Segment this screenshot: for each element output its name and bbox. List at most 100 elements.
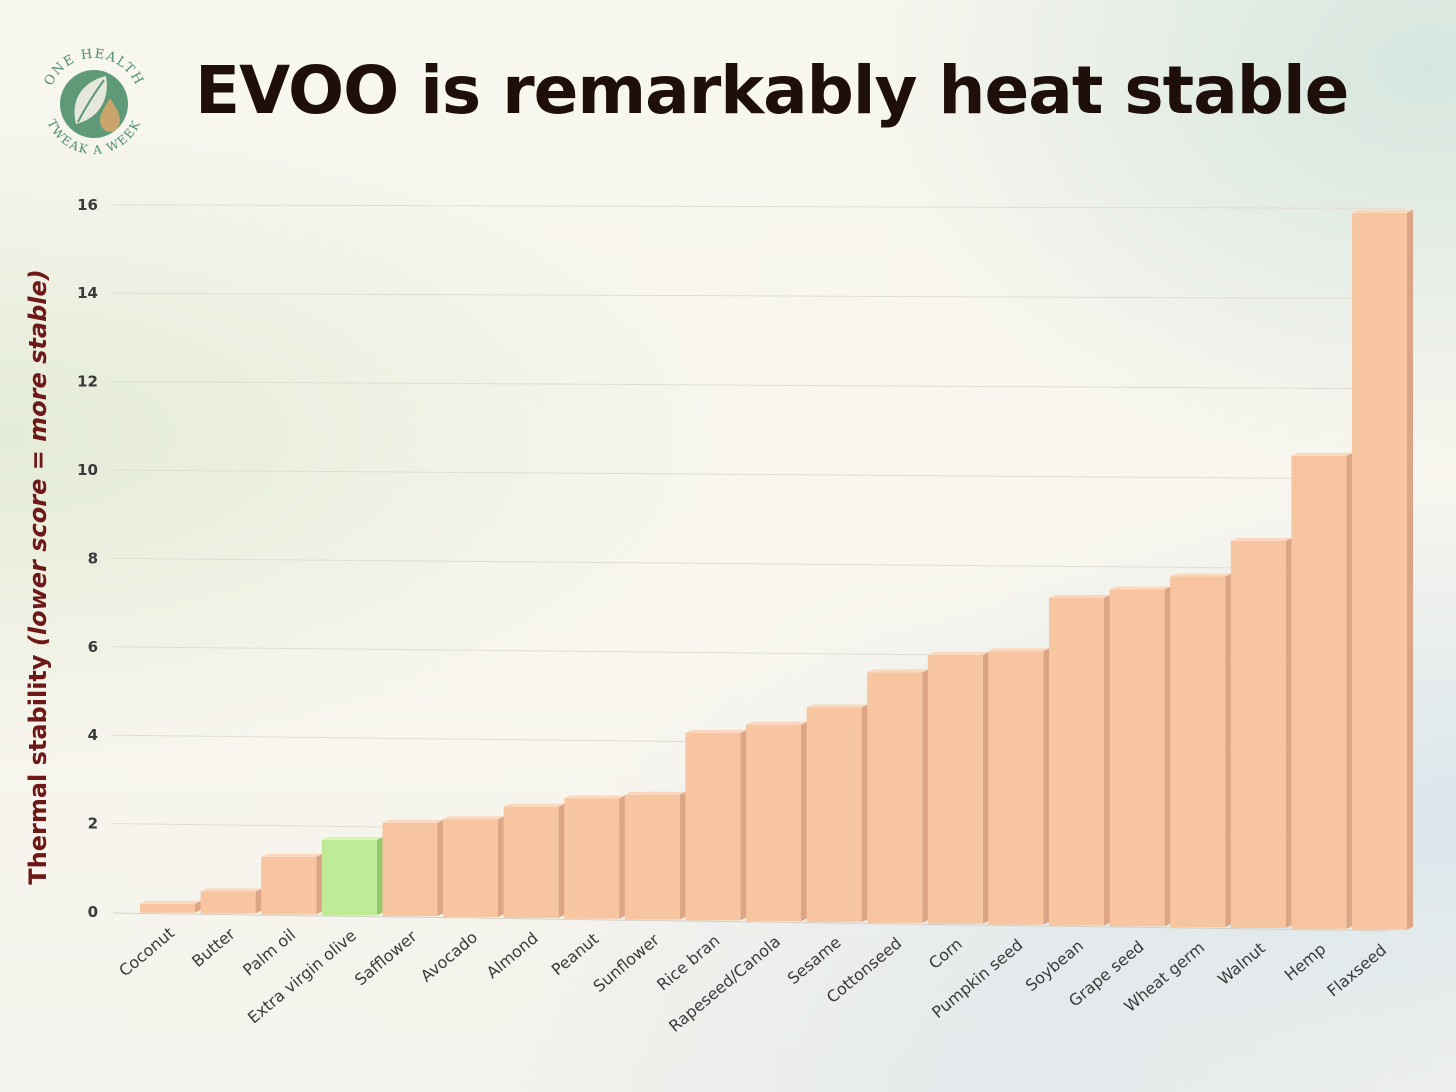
bar-front: [988, 651, 1044, 925]
logo: ONE HEALTH TWEAK A WEEK: [42, 47, 145, 158]
bar-top: [443, 816, 504, 820]
bar-side: [1104, 594, 1110, 926]
gridline: [112, 469, 1406, 480]
y-tick-label: 14: [77, 284, 98, 302]
bar-front: [746, 724, 801, 922]
y-tick-label: 8: [88, 549, 98, 567]
bar-highlight: [321, 836, 383, 916]
bar: [140, 900, 201, 913]
x-tick-label: Walnut: [1214, 939, 1269, 989]
bar-top: [564, 795, 626, 799]
y-tick-label: 16: [77, 196, 98, 214]
x-tick-label: Avocado: [417, 928, 481, 986]
bar-side: [498, 816, 504, 917]
bar-front: [806, 707, 862, 923]
bar-front: [1049, 597, 1104, 926]
bar-top: [200, 888, 262, 892]
y-tick-label: 10: [77, 461, 98, 479]
bar-top: [1049, 594, 1110, 598]
bar: [746, 721, 807, 922]
bar-top: [988, 648, 1050, 652]
x-tick-label: Flaxseed: [1323, 940, 1390, 1000]
bar-top: [503, 803, 565, 807]
bar-top: [382, 819, 444, 823]
bar-top: [140, 900, 201, 904]
bar: [503, 803, 565, 918]
bar-top: [1291, 452, 1353, 456]
x-tick-label: Coconut: [115, 923, 178, 980]
bar-top: [1230, 538, 1292, 542]
x-tick-label: Extra virgin olive: [244, 926, 360, 1028]
bar: [927, 652, 989, 924]
y-tick-label: 4: [88, 726, 98, 744]
bar-side: [922, 669, 929, 923]
x-tick-label: Sesame: [784, 933, 845, 988]
bar-top: [261, 853, 323, 857]
bar-front: [443, 819, 498, 917]
bar: [261, 853, 323, 915]
bar-side: [437, 819, 444, 917]
bar-side: [619, 795, 626, 919]
bar-top: [927, 652, 989, 656]
bar: [443, 816, 504, 917]
bar: [564, 795, 626, 919]
bar: [1352, 209, 1413, 930]
x-tick-label: Palm oil: [239, 925, 299, 980]
bar-side: [1346, 452, 1353, 929]
x-tick-label: Almond: [483, 928, 542, 982]
bar-side: [679, 791, 686, 920]
bar-top: [624, 791, 686, 795]
bar-front: [624, 794, 680, 920]
bar-side: [1407, 209, 1413, 930]
bar-side: [1164, 586, 1171, 927]
bar-top: [867, 669, 929, 673]
bar-side: [376, 836, 383, 916]
bar-front: [1170, 576, 1226, 928]
bar-top: [1109, 586, 1171, 590]
x-tick-label: Safflower: [351, 926, 421, 989]
y-tick-label: 6: [88, 638, 98, 656]
x-tick-label: Hemp: [1281, 939, 1330, 984]
bar-side: [255, 888, 262, 914]
bar: [867, 669, 929, 923]
bar: [382, 819, 444, 917]
bar-front: [564, 798, 620, 919]
bar-side: [1043, 648, 1050, 925]
bar: [1291, 452, 1353, 929]
bar: [1109, 586, 1171, 927]
bar-top: [1352, 209, 1413, 213]
bar-side: [558, 803, 565, 918]
bar-side: [982, 652, 989, 924]
bar-front: [927, 655, 983, 924]
y-tick-label: 12: [77, 373, 98, 391]
bar-top: [806, 704, 868, 708]
bar-front: [321, 839, 377, 916]
bar-side: [1285, 538, 1292, 929]
bar-top: [321, 836, 383, 840]
gridline: [112, 557, 1406, 570]
x-tick-label: Butter: [188, 924, 239, 971]
bar: [1230, 538, 1292, 929]
bar-front: [140, 903, 195, 913]
bar: [988, 648, 1050, 925]
bar-top: [746, 721, 807, 725]
chart-title: EVOO is remarkably heat stable: [195, 52, 1349, 129]
bar-front: [1352, 212, 1407, 930]
bar-front: [1109, 589, 1165, 927]
bar: [685, 729, 747, 921]
bar: [1049, 594, 1110, 926]
leaf-and-drop-icon: [60, 70, 128, 138]
bar-side: [316, 853, 323, 915]
bar-side: [1225, 573, 1232, 928]
y-tick-label: 0: [88, 903, 98, 921]
bar-front: [1291, 455, 1347, 929]
x-axis-line: [112, 912, 1391, 932]
x-tick-label: Peanut: [548, 929, 603, 979]
bar: [1170, 573, 1232, 928]
gridline: [112, 292, 1406, 300]
bar-front: [867, 672, 923, 923]
bar-top: [1170, 573, 1232, 577]
bar-side: [740, 729, 747, 921]
bar-side: [195, 900, 201, 913]
